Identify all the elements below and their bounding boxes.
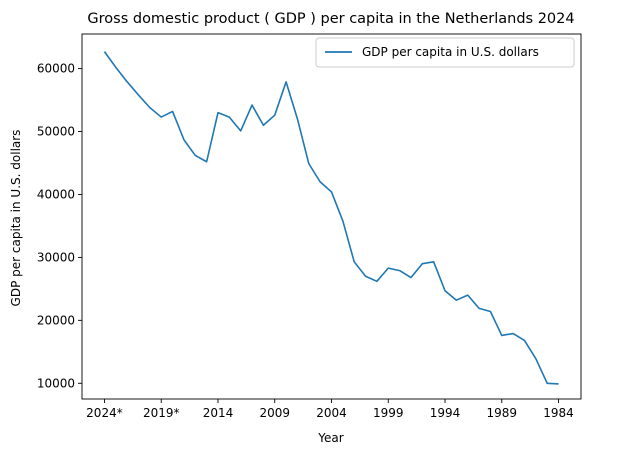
x-tick-label: 2019* [143,406,180,420]
axes-frame [81,33,582,400]
data-point [364,275,367,278]
data-point [432,260,435,263]
x-axis-label: Year [317,431,343,445]
x-tick-label: 1989 [487,406,518,420]
data-point [421,262,424,265]
data-point [353,260,356,263]
data-point [319,180,322,183]
data-point [171,110,174,113]
data-point [194,154,197,157]
data-point [160,116,163,119]
data-point [205,160,208,163]
y-tick-label: 10000 [37,376,75,390]
data-point [296,117,299,120]
data-point [500,334,503,337]
data-point [273,114,276,117]
data-point [228,116,231,119]
data-point [182,138,185,141]
data-point [444,289,447,292]
data-point [557,382,560,385]
chart-title: Gross domestic product ( GDP ) per capit… [87,11,574,27]
data-point [239,129,242,132]
y-tick-label: 20000 [37,313,75,327]
x-tick-label: 1999 [373,406,404,420]
data-point [387,267,390,270]
data-point [285,80,288,83]
x-tick-label: 1984 [543,406,574,420]
data-point [251,104,254,107]
data-point [489,310,492,313]
x-tick-label: 2009 [259,406,290,420]
data-point [512,332,515,335]
x-tick-label: 2014 [203,406,234,420]
y-tick-label: 60000 [37,62,75,76]
data-point [114,66,117,69]
data-point [137,94,140,97]
plot-area: 2024* 2019* 2014 2009 2004 1999 1994 1989 1984 10… [37,33,582,420]
legend-box [315,37,575,68]
y-tick-label: 50000 [37,125,75,139]
data-point [455,299,458,302]
data-point [330,190,333,193]
data-point [341,219,344,222]
legend-series-label: GDP per capita in U.S. dollars [362,45,539,59]
x-tick-label: 2024* [86,406,123,420]
data-point [523,339,526,342]
data-point [546,382,549,385]
x-tick-label: 2004 [316,406,347,420]
data-point [466,294,469,297]
data-point [375,280,378,283]
data-point [398,269,401,272]
series-line [103,51,559,385]
data-point [262,124,265,127]
y-tick-label: 30000 [37,250,75,264]
y-tick-label: 40000 [37,187,75,201]
data-point [307,162,310,165]
y-axis-label: GDP per capita in U.S. dollars [9,130,23,307]
data-point [216,111,219,114]
data-point [148,106,151,109]
data-point [534,357,537,360]
data-point [126,80,129,83]
data-point [103,50,106,53]
data-point [478,307,481,310]
x-tick-label: 1994 [430,406,461,420]
legend: GDP per capita in U.S. dollars [315,37,575,68]
data-point [409,276,412,279]
